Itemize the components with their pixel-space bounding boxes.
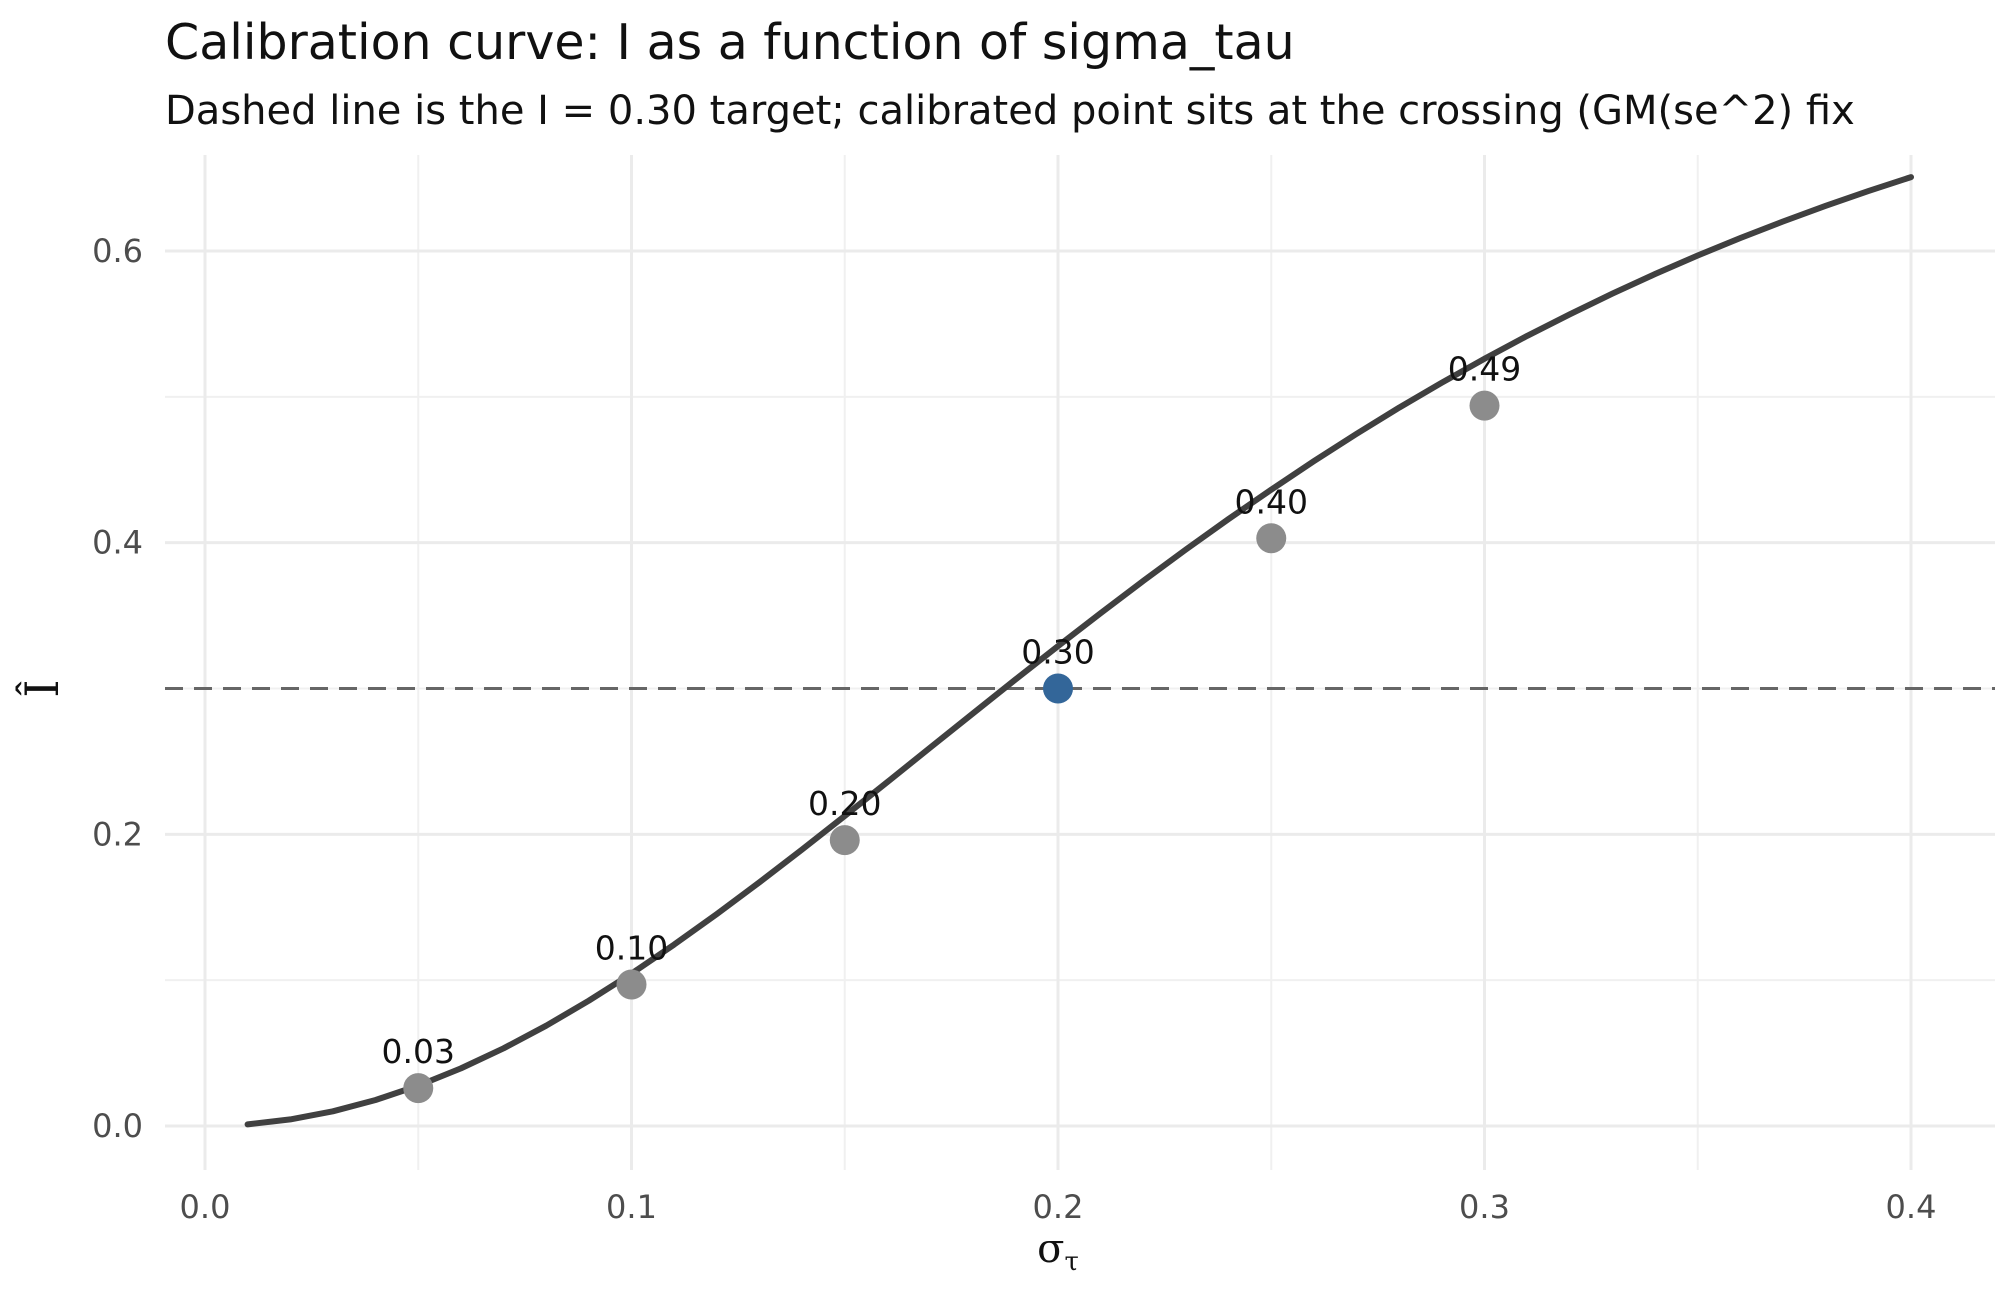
data-point bbox=[1469, 390, 1500, 421]
x-tick-label: 0.2 bbox=[1033, 1188, 1084, 1226]
calibration-curve bbox=[244, 174, 1914, 1128]
data-point bbox=[1256, 523, 1287, 554]
data-point bbox=[829, 825, 860, 856]
y-tick-label: 0.4 bbox=[92, 524, 143, 562]
y-tick-label: 0.2 bbox=[92, 815, 143, 853]
tick-labels-group: 0.0 0.1 0.2 0.3 0.4 0.0 0.2 0.4 0.6 bbox=[92, 232, 1936, 1226]
curve-group bbox=[244, 174, 1914, 1128]
point-label: 0.03 bbox=[382, 1032, 455, 1071]
calibrated-point bbox=[1043, 673, 1073, 704]
point-label: 0.20 bbox=[808, 784, 881, 823]
point-label: 0.10 bbox=[595, 929, 668, 968]
data-point bbox=[616, 969, 647, 1000]
chart-subtitle: Dashed line is the I = 0.30 target; cali… bbox=[165, 88, 1855, 134]
y-tick-label: 0.0 bbox=[92, 1107, 143, 1145]
x-tick-label: 0.1 bbox=[606, 1188, 657, 1226]
point-label: 0.30 bbox=[1021, 633, 1094, 672]
chart-title: Calibration curve: I as a function of si… bbox=[165, 14, 1295, 71]
points-group: 0.03 0.10 0.20 0.30 0.40 0.49 bbox=[382, 350, 1521, 1104]
x-axis-label: στ bbox=[1037, 1226, 1079, 1277]
x-tick-label: 0.0 bbox=[180, 1188, 231, 1226]
x-tick-label: 0.4 bbox=[1886, 1188, 1937, 1226]
major-gridlines bbox=[165, 155, 1995, 1170]
x-tick-label: 0.3 bbox=[1459, 1188, 1510, 1226]
point-label: 0.49 bbox=[1448, 350, 1521, 389]
y-tick-label: 0.6 bbox=[92, 232, 143, 270]
x-axis-label-subscript: τ bbox=[1064, 1247, 1078, 1277]
data-point bbox=[403, 1073, 434, 1104]
y-axis-label: Î bbox=[14, 679, 69, 697]
axis-labels-group: στ Î bbox=[14, 679, 1079, 1277]
point-label: 0.40 bbox=[1235, 482, 1308, 521]
